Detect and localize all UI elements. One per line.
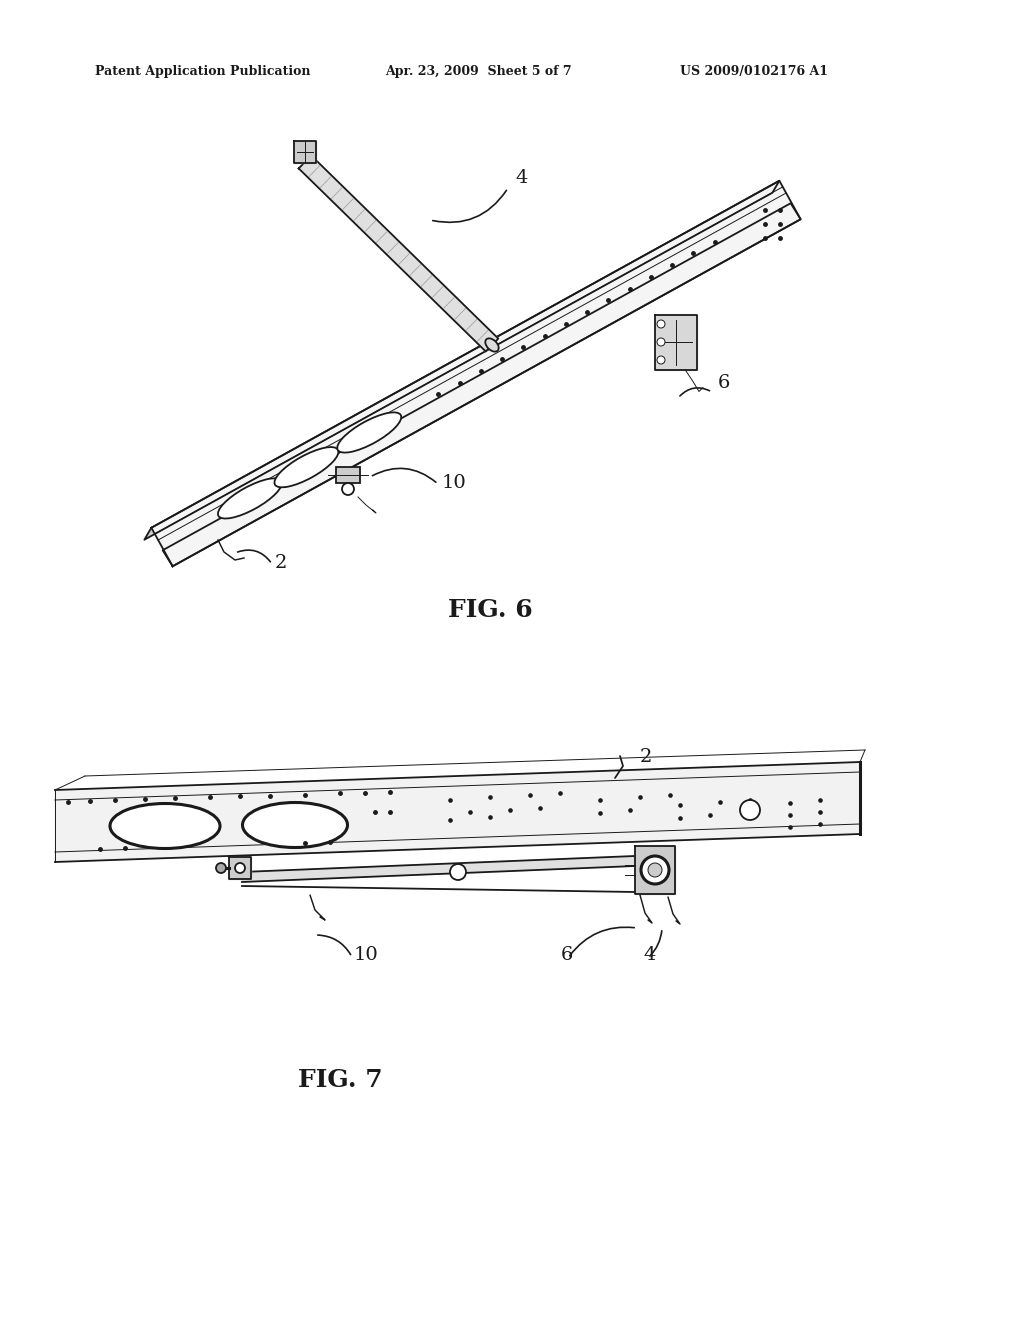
Circle shape [342, 483, 354, 495]
Ellipse shape [274, 447, 339, 487]
Ellipse shape [337, 412, 401, 453]
Text: 10: 10 [354, 946, 379, 964]
Text: Apr. 23, 2009  Sheet 5 of 7: Apr. 23, 2009 Sheet 5 of 7 [385, 66, 571, 78]
Circle shape [450, 865, 466, 880]
Text: 2: 2 [640, 748, 652, 766]
Ellipse shape [110, 804, 220, 849]
Text: 4: 4 [515, 169, 527, 187]
Polygon shape [294, 141, 316, 162]
Ellipse shape [243, 803, 347, 847]
Text: 6: 6 [561, 946, 573, 964]
Circle shape [657, 356, 665, 364]
Polygon shape [152, 181, 801, 566]
Text: FIG. 6: FIG. 6 [447, 598, 532, 622]
Polygon shape [635, 846, 675, 894]
Polygon shape [163, 203, 801, 566]
Ellipse shape [485, 338, 499, 351]
Circle shape [657, 319, 665, 327]
Text: US 2009/0102176 A1: US 2009/0102176 A1 [680, 66, 828, 78]
Polygon shape [299, 156, 499, 351]
Polygon shape [229, 857, 251, 879]
Circle shape [641, 855, 669, 884]
Text: 4: 4 [643, 946, 655, 964]
Text: Patent Application Publication: Patent Application Publication [95, 66, 310, 78]
Polygon shape [655, 314, 697, 370]
Circle shape [216, 863, 226, 873]
Polygon shape [55, 762, 860, 862]
Circle shape [740, 800, 760, 820]
Polygon shape [242, 855, 635, 882]
Text: FIG. 7: FIG. 7 [298, 1068, 382, 1092]
Polygon shape [144, 181, 779, 540]
Text: 10: 10 [442, 474, 467, 492]
Text: 2: 2 [275, 554, 288, 572]
Circle shape [657, 338, 665, 346]
Circle shape [648, 863, 662, 876]
Text: 6: 6 [718, 374, 730, 392]
Ellipse shape [218, 478, 282, 519]
Circle shape [234, 863, 245, 873]
Bar [336, 467, 360, 483]
